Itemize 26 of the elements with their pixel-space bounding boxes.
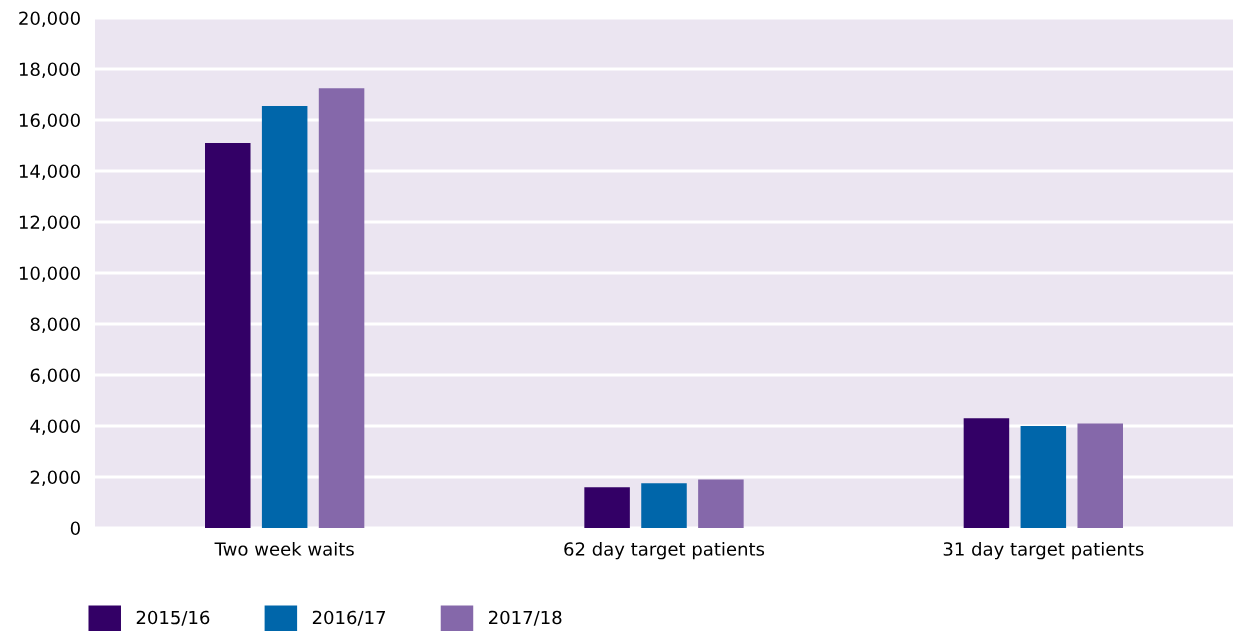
y-tick-label: 18,000 bbox=[19, 62, 80, 78]
legend-label: 2016/17 bbox=[312, 610, 386, 626]
y-tick-label: 20,000 bbox=[19, 11, 80, 27]
y-tick-label: 4,000 bbox=[30, 419, 80, 435]
bar bbox=[641, 483, 687, 528]
y-tick-label: 14,000 bbox=[19, 164, 80, 180]
legend-label: 2017/18 bbox=[489, 610, 562, 626]
bar bbox=[584, 487, 630, 528]
y-tick-label: 8,000 bbox=[30, 317, 80, 333]
bar bbox=[1020, 426, 1067, 528]
x-tick-label: Two week waits bbox=[214, 541, 354, 556]
x-tick-label: 62 day target patients bbox=[564, 541, 765, 560]
bar bbox=[698, 479, 744, 528]
x-tick-label: 31 day target patients bbox=[943, 541, 1144, 560]
bar bbox=[963, 418, 1010, 528]
bar bbox=[1077, 423, 1123, 528]
y-tick-label: 12,000 bbox=[19, 215, 80, 231]
bar bbox=[205, 142, 251, 528]
y-tick-label: 0 bbox=[70, 521, 80, 536]
y-tick-label: 10,000 bbox=[19, 266, 80, 282]
y-tick-label: 16,000 bbox=[19, 113, 80, 129]
y-tick-label: 2,000 bbox=[30, 470, 80, 486]
y-tick-label: 6,000 bbox=[30, 368, 80, 384]
bar bbox=[261, 105, 308, 528]
legend-label: 2015/16 bbox=[136, 610, 210, 626]
bar bbox=[318, 88, 365, 528]
